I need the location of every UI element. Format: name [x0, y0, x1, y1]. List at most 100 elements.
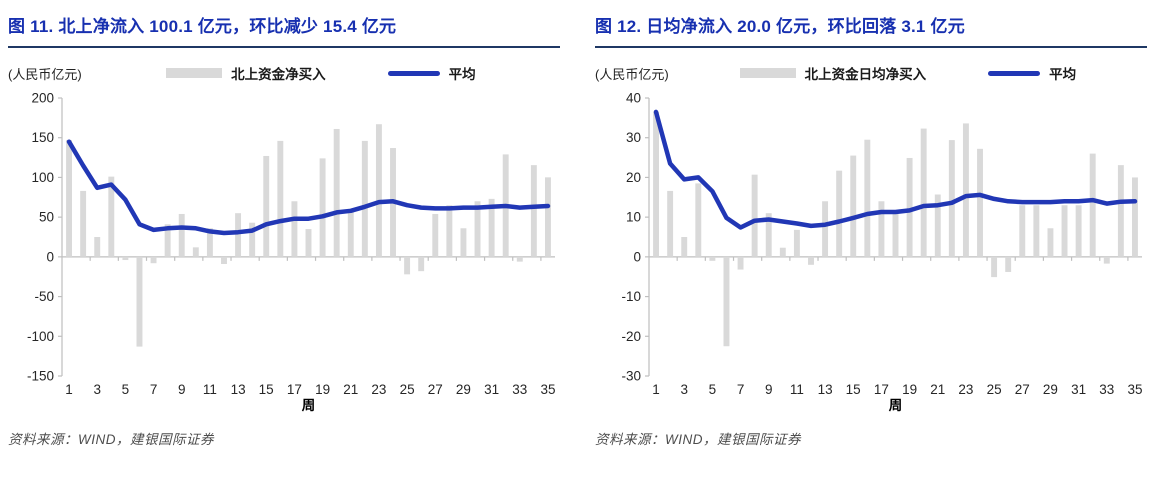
x-tick-label: 13 — [231, 382, 246, 397]
bar-week-11 — [793, 229, 800, 257]
bar-week-34 — [530, 165, 537, 257]
bar-series-swatch — [166, 68, 223, 78]
bar-week-4 — [695, 183, 702, 257]
figure-12-plot: 40 30 20 10 0 -10 -20 -30 1 3 5 7 9 11 13 15 17 19 21 23 25 2… — [595, 84, 1147, 416]
legend: 北上资金净买入 平均 — [82, 63, 560, 83]
x-tick-label: 23 — [958, 382, 973, 397]
bar-week-17 — [291, 201, 298, 257]
x-tick-label: 5 — [122, 382, 130, 397]
bar-week-5 — [709, 256, 716, 261]
average-line — [653, 109, 1138, 230]
y-tick-label: -50 — [34, 289, 54, 304]
x-tick-label: 25 — [987, 382, 1002, 397]
bar-week-14 — [249, 222, 256, 257]
bar-week-20 — [333, 128, 340, 257]
x-tick-label: 7 — [737, 382, 745, 397]
y-axis-unit-label: (人民币亿元) — [8, 66, 82, 82]
bar-week-28 — [446, 205, 453, 257]
x-tick-label: 33 — [1099, 382, 1114, 397]
x-tick-label: 11 — [203, 382, 217, 397]
bar-week-19 — [319, 158, 326, 257]
x-tick-label: 29 — [1043, 382, 1058, 397]
x-tick-label: 35 — [540, 382, 555, 397]
x-tick-label: 19 — [902, 382, 917, 397]
bar-week-8 — [164, 224, 171, 257]
figure-12-source: 资料来源：WIND，建银国际证券 — [595, 432, 801, 447]
bar-week-12 — [808, 256, 814, 265]
bar-week-25 — [404, 256, 411, 275]
x-tick-label: 3 — [93, 382, 101, 397]
y-tick-label: 50 — [39, 210, 54, 225]
bar-week-21 — [934, 194, 941, 257]
line-series-swatch — [988, 70, 1041, 76]
bar-week-10 — [779, 247, 786, 257]
bar-week-35 — [1132, 177, 1138, 257]
legend-item-bar: 北上资金净买入 — [166, 63, 326, 83]
bar-week-20 — [920, 128, 927, 257]
figure-11-plot: 200 150 100 50 0 -50 -100 -150 1 3 5 7 9 11 13 15 17 19 21… — [8, 84, 560, 416]
line-series-label: 平均 — [1049, 67, 1077, 82]
bar-week-27 — [432, 213, 439, 257]
bar-week-3 — [681, 237, 688, 257]
legend: 北上资金日均净买入 平均 — [669, 63, 1147, 83]
bar-series-label: 北上资金净买入 — [231, 67, 326, 82]
x-tick-label: 1 — [65, 382, 73, 397]
bar-week-8 — [751, 174, 758, 257]
y-tick-label: -10 — [621, 289, 641, 304]
x-tick-label: 5 — [709, 382, 717, 397]
legend-item-line: 平均 — [387, 63, 476, 83]
figure-11-chart-header: (人民币亿元) 北上资金净买入 平均 — [8, 62, 560, 84]
bar-week-23 — [375, 124, 382, 257]
bar-week-13 — [235, 213, 242, 257]
bar-week-18 — [892, 212, 899, 257]
bar-week-19 — [906, 157, 913, 257]
bar-week-7 — [737, 256, 744, 270]
bar-week-28 — [1033, 205, 1040, 257]
y-tick-label: -30 — [621, 369, 641, 384]
bar-week-2 — [80, 190, 87, 257]
bar-week-10 — [192, 247, 199, 257]
figure-11: 图 11. 北上净流入 100.1 亿元，环比减少 15.4 亿元 (人民币亿元… — [8, 6, 560, 448]
bar-week-6 — [723, 256, 730, 347]
bar-week-12 — [221, 256, 227, 265]
x-tick-label: 21 — [343, 382, 358, 397]
bar-week-4 — [108, 176, 115, 257]
bar-week-18 — [305, 229, 312, 257]
y-tick-label: 200 — [31, 91, 54, 106]
bar-week-30 — [474, 201, 481, 257]
bar-week-16 — [864, 139, 871, 257]
figure-12-chart-header: (人民币亿元) 北上资金日均净买入 平均 — [595, 62, 1147, 84]
bar-week-11 — [206, 228, 213, 257]
x-tick-label: 9 — [765, 382, 773, 397]
x-axis-title: 周 — [302, 398, 316, 413]
x-tick-label: 31 — [1071, 382, 1086, 397]
y-tick-label: 20 — [626, 170, 641, 185]
bar-week-5 — [122, 256, 129, 261]
bar-week-2 — [667, 190, 674, 257]
average-line — [66, 139, 551, 236]
x-tick-label: 9 — [178, 382, 186, 397]
bar-week-9 — [765, 213, 772, 257]
bar-week-21 — [347, 209, 354, 257]
x-tick-label: 17 — [874, 382, 889, 397]
x-tick-label: 15 — [259, 382, 274, 397]
bar-week-17 — [878, 201, 885, 257]
bar-week-25 — [991, 256, 998, 278]
bar-week-35 — [545, 177, 551, 257]
bar-week-33 — [1103, 256, 1110, 264]
bar-week-26 — [1005, 256, 1012, 272]
bar-week-22 — [948, 140, 955, 257]
line-series-swatch — [387, 70, 440, 76]
y-axis-unit-label: (人民币亿元) — [595, 66, 669, 82]
x-tick-label: 13 — [818, 382, 833, 397]
x-tick-label: 31 — [484, 382, 499, 397]
figure-11-title: 图 11. 北上净流入 100.1 亿元，环比减少 15.4 亿元 — [8, 6, 560, 48]
y-tick-label: 40 — [626, 91, 641, 106]
bar-week-33 — [516, 256, 523, 262]
bar-week-24 — [977, 148, 983, 257]
y-tick-label: 0 — [633, 249, 641, 264]
y-tick-label: 150 — [31, 130, 54, 145]
